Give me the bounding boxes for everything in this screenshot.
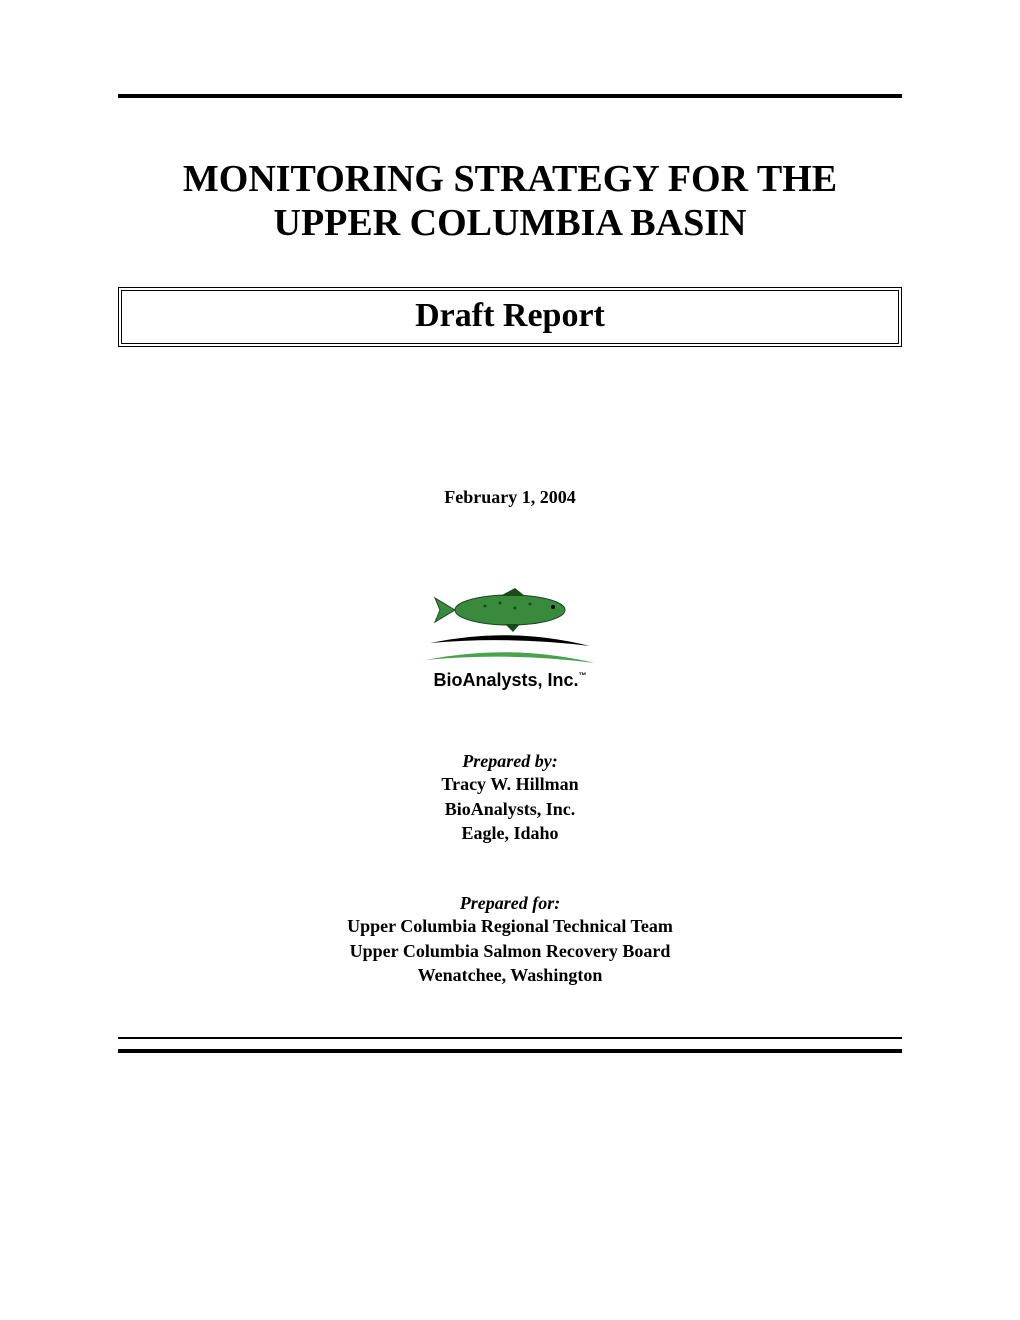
document-title: MONITORING STRATEGY FOR THE UPPER COLUMB… bbox=[118, 158, 902, 245]
prepared-by-label: Prepared by: bbox=[118, 751, 902, 772]
prepared-by-line: Eagle, Idaho bbox=[118, 821, 902, 845]
company-logo: BioAnalysts, Inc.™ bbox=[118, 588, 902, 703]
prepared-for-line: Wenatchee, Washington bbox=[118, 963, 902, 987]
prepared-for-section: Prepared for: Upper Columbia Regional Te… bbox=[118, 893, 902, 987]
top-rule bbox=[118, 94, 902, 98]
prepared-for-label: Prepared for: bbox=[118, 893, 902, 914]
subtitle-box: Draft Report bbox=[118, 287, 902, 347]
prepared-by-line: BioAnalysts, Inc. bbox=[118, 797, 902, 821]
bottom-rules bbox=[118, 1037, 902, 1053]
bottom-rule-thick bbox=[118, 1049, 902, 1053]
logo-text: BioAnalysts, Inc. bbox=[433, 670, 578, 690]
prepared-for-line: Upper Columbia Regional Technical Team bbox=[118, 914, 902, 938]
prepared-for-line: Upper Columbia Salmon Recovery Board bbox=[118, 939, 902, 963]
page: MONITORING STRATEGY FOR THE UPPER COLUMB… bbox=[0, 0, 1020, 1133]
title-line-1: MONITORING STRATEGY FOR THE bbox=[183, 158, 837, 200]
subtitle-text: Draft Report bbox=[415, 297, 605, 334]
prepared-by-line: Tracy W. Hillman bbox=[118, 772, 902, 796]
svg-text:BioAnalysts, Inc.™: BioAnalysts, Inc.™ bbox=[433, 670, 586, 690]
bioanalysts-logo-icon: BioAnalysts, Inc.™ bbox=[405, 588, 615, 698]
report-date: February 1, 2004 bbox=[118, 487, 902, 508]
prepared-by-section: Prepared by: Tracy W. Hillman BioAnalyst… bbox=[118, 751, 902, 845]
title-line-2: UPPER COLUMBIA BASIN bbox=[274, 202, 747, 244]
